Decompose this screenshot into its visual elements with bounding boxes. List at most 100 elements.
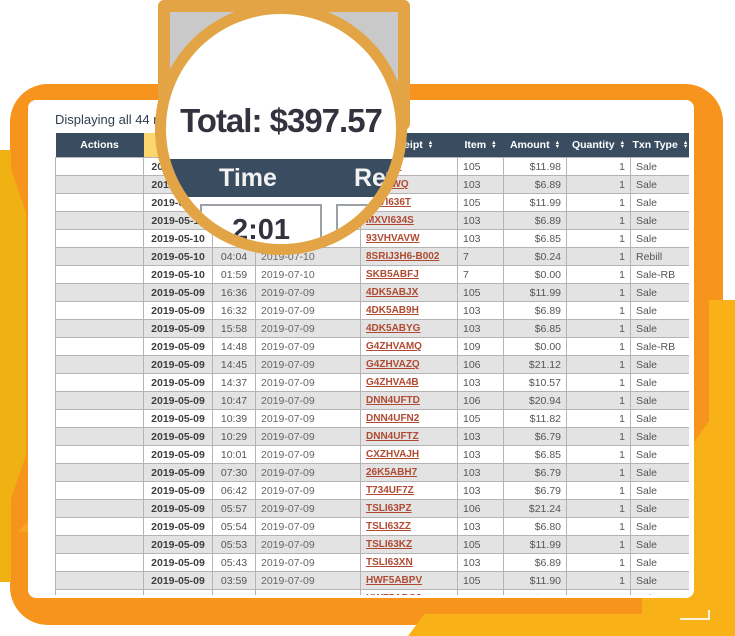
table-row: 2019-05-09 10:01 2019-07-09 CXZHVAJH 103 $6.8… <box>55 445 689 464</box>
table-row: 2019-05-10 04:04 2019-07-10 8SRIJ3H6-B002 7 $… <box>55 247 689 266</box>
cell-txn-type: Sale <box>630 391 689 410</box>
receipt-link[interactable]: 4DK5ABYG <box>366 323 421 334</box>
cell-quantity: 1 <box>566 463 631 482</box>
cell-quantity: 1 <box>566 337 631 356</box>
receipt-link[interactable]: 8SRIJ3H6-B002 <box>366 251 440 262</box>
cell-refund-date: 2019-07-09 <box>255 589 361 595</box>
cell-actions <box>55 355 144 374</box>
cell-actions <box>55 391 144 410</box>
table-row: 2019-05-09 16:32 2019-07-09 4DK5AB9H 103 $6.8… <box>55 301 689 320</box>
receipt-link[interactable]: TSLI63ZZ <box>366 521 412 532</box>
cell-quantity: 1 <box>566 391 631 410</box>
receipt-link[interactable]: 4DK5ABJX <box>366 287 419 298</box>
cell-quantity: 1 <box>566 193 631 212</box>
receipt-link[interactable]: TSLI63PZ <box>366 503 412 514</box>
receipt-link[interactable]: HWF5ABPV <box>366 575 423 586</box>
cell-amount: $6.89 <box>503 553 567 572</box>
cell-actions <box>55 265 144 284</box>
receipt-link[interactable]: HWF5ABC3 <box>366 593 422 595</box>
cell-receipt: HWF5ABC3 <box>360 589 458 595</box>
cell-actions <box>55 319 144 338</box>
cell-quantity: 1 <box>566 175 631 194</box>
cell-txn-type: Sale <box>630 301 689 320</box>
receipt-link[interactable]: 4DK5AB9H <box>366 305 419 316</box>
cell-quantity: 1 <box>566 355 631 374</box>
cell-quantity: 1 <box>566 319 631 338</box>
cell-refund-date: 2019-07-10 <box>255 265 361 284</box>
receipt-link[interactable]: 26K5ABH7 <box>366 467 418 478</box>
cell-receipt: DNN4UFTD <box>360 391 458 410</box>
table-row: 2019-05-09 14:45 2019-07-09 G4ZHVAZQ 106 $21.… <box>55 355 689 374</box>
column-header-amount[interactable]: Amount ▲ ▼ <box>503 133 567 158</box>
cell-receipt: G4ZHVAZQ <box>360 355 458 374</box>
magnified-refund-column-label: Refund <box>354 164 396 192</box>
cell-quantity: 1 <box>566 301 631 320</box>
cell-item: 103 <box>457 553 504 572</box>
cell-txn-type: Sale <box>630 283 689 302</box>
receipt-link[interactable]: TSLI63XN <box>366 557 413 568</box>
cell-date: 2019-05-09 <box>143 517 213 536</box>
column-header-actions[interactable]: Actions <box>55 133 144 158</box>
cell-refund-date: 2019-07-09 <box>255 481 361 500</box>
cell-item: 7 <box>457 265 504 284</box>
receipt-link[interactable]: DNN4UFTD <box>366 395 420 406</box>
cell-date: 2019-05-09 <box>143 337 213 356</box>
cell-quantity: 1 <box>566 535 631 554</box>
cell-amount: $11.82 <box>503 409 567 428</box>
cell-actions <box>55 157 144 176</box>
receipt-link[interactable]: TSLI63KZ <box>366 539 413 550</box>
receipt-link[interactable]: CXZHVAJH <box>366 449 420 460</box>
cell-amount: $6.79 <box>503 427 567 446</box>
cell-amount: $0.00 <box>503 337 567 356</box>
cell-receipt: G4ZHVA4B <box>360 373 458 392</box>
receipt-link[interactable]: SKB5ABFJ <box>366 269 419 280</box>
cell-quantity: 1 <box>566 517 631 536</box>
receipt-link[interactable]: DNN4UFTZ <box>366 431 419 442</box>
column-header-txn-type[interactable]: Txn Type ▲ ▼ <box>630 133 689 158</box>
cell-receipt: DNN4UFN2 <box>360 409 458 428</box>
cell-quantity: 1 <box>566 571 631 590</box>
cell-item: 103 <box>457 175 504 194</box>
receipt-link[interactable]: T734UF7Z <box>366 485 414 496</box>
receipt-link[interactable]: G4ZHVAMQ <box>366 341 422 352</box>
receipt-link[interactable]: DNN4UFN2 <box>366 413 420 424</box>
cell-item: 103 <box>457 427 504 446</box>
cell-refund-date: 2019-07-09 <box>255 409 361 428</box>
magnified-refund-cell: 2019- <box>336 204 396 244</box>
cell-refund-date: 2019-07-09 <box>255 427 361 446</box>
cell-actions <box>55 337 144 356</box>
cell-quantity: 1 <box>566 211 631 230</box>
cell-date: 2019-05-09 <box>143 463 213 482</box>
cell-date: 2019-05-09 <box>143 301 213 320</box>
cell-amount: $6.80 <box>503 517 567 536</box>
cell-amount: $6.89 <box>503 175 567 194</box>
cell-actions <box>55 409 144 428</box>
cell-actions <box>55 553 144 572</box>
receipt-link[interactable]: G4ZHVA4B <box>366 377 419 388</box>
cell-txn-type: Sale <box>630 481 689 500</box>
cell-amount: $6.85 <box>503 229 567 248</box>
cell-item: 103 <box>457 301 504 320</box>
cell-receipt: TSLI63PZ <box>360 499 458 518</box>
cell-txn-type: Sale <box>630 175 689 194</box>
cell-refund-date: 2019-07-09 <box>255 517 361 536</box>
receipt-link[interactable]: CJVI636T <box>366 197 412 208</box>
sort-arrows-icon: ▲ ▼ <box>619 139 626 151</box>
magnified-time-column-label: Time <box>219 164 277 192</box>
cell-item: 109 <box>457 337 504 356</box>
cell-time: 16:36 <box>212 283 256 302</box>
cell-txn-type: Sale <box>630 463 689 482</box>
table-row: 2019-05-09 14:48 2019-07-09 G4ZHVAMQ 109 $0.0… <box>55 337 689 356</box>
cell-date: 2019-05-09 <box>143 589 213 595</box>
transactions-table: ActionsDateTimeRefundReceipt▲▼Item▲▼Amou… <box>55 133 689 595</box>
cell-amount: $11.98 <box>503 157 567 176</box>
cell-quantity: 1 <box>566 283 631 302</box>
column-header-quantity[interactable]: Quantity ▲ ▼ <box>566 133 631 158</box>
column-header-item[interactable]: Item ▲ ▼ <box>457 133 504 158</box>
cell-time: 03:51 <box>212 589 256 595</box>
cell-quantity: 1 <box>566 499 631 518</box>
gold-bottom-band <box>408 614 735 636</box>
table-row: 2019-05-09 05:54 2019-07-09 TSLI63ZZ 103 $6.8… <box>55 517 689 536</box>
cell-actions <box>55 535 144 554</box>
receipt-link[interactable]: G4ZHVAZQ <box>366 359 420 370</box>
